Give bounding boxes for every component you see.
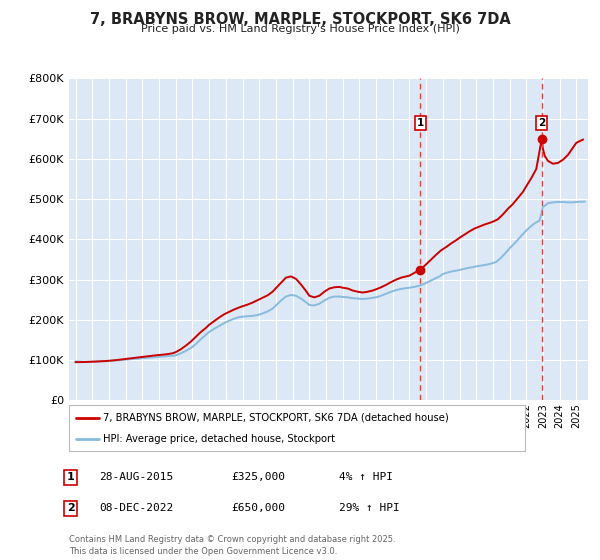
Text: 08-DEC-2022: 08-DEC-2022 [99,503,173,514]
Text: 1: 1 [416,118,424,128]
Text: 4% ↑ HPI: 4% ↑ HPI [339,472,393,482]
Text: 7, BRABYNS BROW, MARPLE, STOCKPORT, SK6 7DA (detached house): 7, BRABYNS BROW, MARPLE, STOCKPORT, SK6 … [103,413,449,423]
Text: HPI: Average price, detached house, Stockport: HPI: Average price, detached house, Stoc… [103,435,335,444]
Text: 1: 1 [67,472,74,482]
Text: £650,000: £650,000 [231,503,285,514]
Text: Contains HM Land Registry data © Crown copyright and database right 2025.
This d: Contains HM Land Registry data © Crown c… [69,535,395,556]
Text: 28-AUG-2015: 28-AUG-2015 [99,472,173,482]
Text: Price paid vs. HM Land Registry's House Price Index (HPI): Price paid vs. HM Land Registry's House … [140,24,460,34]
Text: £325,000: £325,000 [231,472,285,482]
Text: 7, BRABYNS BROW, MARPLE, STOCKPORT, SK6 7DA: 7, BRABYNS BROW, MARPLE, STOCKPORT, SK6 … [89,12,511,27]
Text: 2: 2 [67,503,74,514]
Text: 2: 2 [538,118,545,128]
Text: 29% ↑ HPI: 29% ↑ HPI [339,503,400,514]
